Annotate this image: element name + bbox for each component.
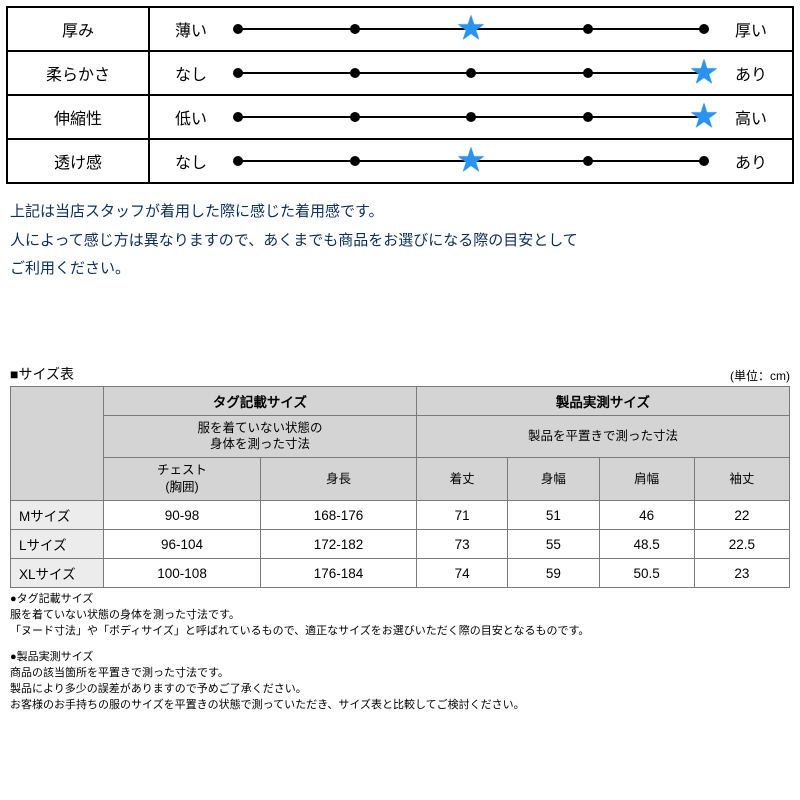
size-note-line: 製品により多少の誤差がありますので予めご了承ください。	[10, 682, 790, 698]
size-note-line: 商品の該当箇所を平置きで測った寸法です。	[10, 666, 790, 682]
rating-left-label: なし	[149, 139, 232, 183]
scale-dot	[233, 68, 243, 78]
size-cell: 100-108	[104, 559, 261, 588]
size-heading: ■サイズ表	[10, 364, 74, 384]
size-cell: 55	[508, 530, 599, 559]
size-cell: 168-176	[261, 501, 417, 530]
size-cell: 74	[416, 559, 507, 588]
rating-right-label: あり	[710, 139, 793, 183]
size-cell: 96-104	[104, 530, 261, 559]
scale-dot	[350, 68, 360, 78]
rating-left-label: 低い	[149, 95, 232, 139]
size-row: Lサイズ96-104172-182735548.522.5	[11, 530, 790, 559]
scale-dot	[699, 156, 709, 166]
rating-right-label: 高い	[710, 95, 793, 139]
rating-label: 伸縮性	[7, 95, 149, 139]
size-cell: 50.5	[599, 559, 694, 588]
star-icon: ★	[689, 55, 719, 89]
size-row-label: XLサイズ	[11, 559, 104, 588]
rating-scale: ★	[232, 7, 710, 51]
size-cell: 22	[694, 501, 789, 530]
rating-label: 柔らかさ	[7, 51, 149, 95]
scale-dot	[466, 68, 476, 78]
size-col-header: 肩幅	[599, 458, 694, 501]
size-cell: 59	[508, 559, 599, 588]
star-icon: ★	[456, 143, 486, 177]
size-cell: 176-184	[261, 559, 417, 588]
size-note-block: ●製品実測サイズ商品の該当箇所を平置きで測った寸法です。製品により多少の誤差があ…	[10, 650, 790, 714]
star-icon: ★	[689, 99, 719, 133]
rating-right-label: 厚い	[710, 7, 793, 51]
scale-dot	[583, 156, 593, 166]
size-cell: 48.5	[599, 530, 694, 559]
rating-scale: ★	[232, 51, 710, 95]
size-table: タグ記載サイズ製品実測サイズ服を着ていない状態の身体を測った寸法製品を平置きで測…	[10, 386, 790, 589]
size-col-header: 身長	[261, 458, 417, 501]
scale-dot	[233, 24, 243, 34]
rating-left-label: 薄い	[149, 7, 232, 51]
star-icon: ★	[456, 11, 486, 45]
scale-dot	[466, 112, 476, 122]
rating-label: 厚み	[7, 7, 149, 51]
size-col-header: 身幅	[508, 458, 599, 501]
rating-label: 透け感	[7, 139, 149, 183]
scale-dot	[233, 156, 243, 166]
rating-row: 厚み薄い ★ 厚い	[7, 7, 793, 51]
size-note-line: 「ヌード寸法」や「ボディサイズ」と呼ばれているもので、適正なサイズをお選びいただ…	[10, 624, 790, 640]
rating-right-label: あり	[710, 51, 793, 95]
scale-dot	[699, 24, 709, 34]
size-notes: ●タグ記載サイズ服を着ていない状態の身体を測った寸法です。「ヌード寸法」や「ボデ…	[10, 592, 790, 714]
rating-note: 上記は当店スタッフが着用した際に感じた着用感です。人によって感じ方は異なりますの…	[10, 198, 790, 284]
size-row-label: Lサイズ	[11, 530, 104, 559]
size-cell: 172-182	[261, 530, 417, 559]
size-corner	[11, 386, 104, 501]
rating-left-label: なし	[149, 51, 232, 95]
scale-dot	[583, 24, 593, 34]
size-note-line: 服を着ていない状態の身体を測った寸法です。	[10, 608, 790, 624]
size-row: Mサイズ90-98168-17671514622	[11, 501, 790, 530]
size-group-actual-desc: 製品を平置きで測った寸法	[416, 415, 789, 458]
size-cell: 73	[416, 530, 507, 559]
size-group-tag-desc: 服を着ていない状態の身体を測った寸法	[104, 415, 417, 458]
size-cell: 22.5	[694, 530, 789, 559]
size-note-line: お客様のお手持ちの服のサイズを平置きの状態で測っていただき、サイズ表と比較してご…	[10, 698, 790, 714]
rating-table: 厚み薄い★厚い柔らかさなし★あり伸縮性低い★高い透け感なし★あり	[6, 6, 794, 184]
size-note-block: ●タグ記載サイズ服を着ていない状態の身体を測った寸法です。「ヌード寸法」や「ボデ…	[10, 592, 790, 640]
scale-dot	[350, 156, 360, 166]
size-col-header: 袖丈	[694, 458, 789, 501]
size-row: XLサイズ100-108176-184745950.523	[11, 559, 790, 588]
rating-row: 透け感なし ★ あり	[7, 139, 793, 183]
size-row-label: Mサイズ	[11, 501, 104, 530]
size-cell: 51	[508, 501, 599, 530]
size-group-actual: 製品実測サイズ	[416, 386, 789, 415]
size-col-header: チェスト(胸囲)	[104, 458, 261, 501]
size-unit: (単位：cm)	[730, 367, 790, 384]
scale-dot	[350, 112, 360, 122]
rating-scale: ★	[232, 95, 710, 139]
size-col-header: 着丈	[416, 458, 507, 501]
size-group-tag: タグ記載サイズ	[104, 386, 417, 415]
size-note-title: ●製品実測サイズ	[10, 650, 790, 666]
size-cell: 90-98	[104, 501, 261, 530]
size-heading-row: ■サイズ表 (単位：cm)	[10, 364, 790, 384]
scale-dot	[583, 68, 593, 78]
scale-dot	[233, 112, 243, 122]
size-cell: 23	[694, 559, 789, 588]
size-note-title: ●タグ記載サイズ	[10, 592, 790, 608]
size-cell: 71	[416, 501, 507, 530]
size-cell: 46	[599, 501, 694, 530]
scale-dot	[583, 112, 593, 122]
scale-dot	[350, 24, 360, 34]
rating-row: 伸縮性低い★高い	[7, 95, 793, 139]
rating-row: 柔らかさなし★あり	[7, 51, 793, 95]
rating-scale: ★	[232, 139, 710, 183]
